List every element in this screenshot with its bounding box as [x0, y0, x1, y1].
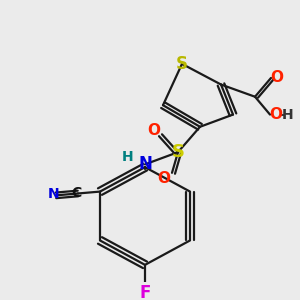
Text: H: H — [122, 150, 134, 164]
Text: N: N — [48, 188, 60, 201]
Text: O: O — [271, 70, 284, 86]
Text: F: F — [139, 284, 151, 300]
Text: O: O — [269, 107, 283, 122]
Text: S: S — [176, 55, 188, 73]
Text: C: C — [71, 185, 81, 200]
Text: N: N — [138, 155, 152, 173]
Text: S: S — [172, 143, 184, 161]
Text: O: O — [148, 123, 160, 138]
Text: H: H — [282, 108, 294, 122]
Text: O: O — [158, 171, 170, 186]
